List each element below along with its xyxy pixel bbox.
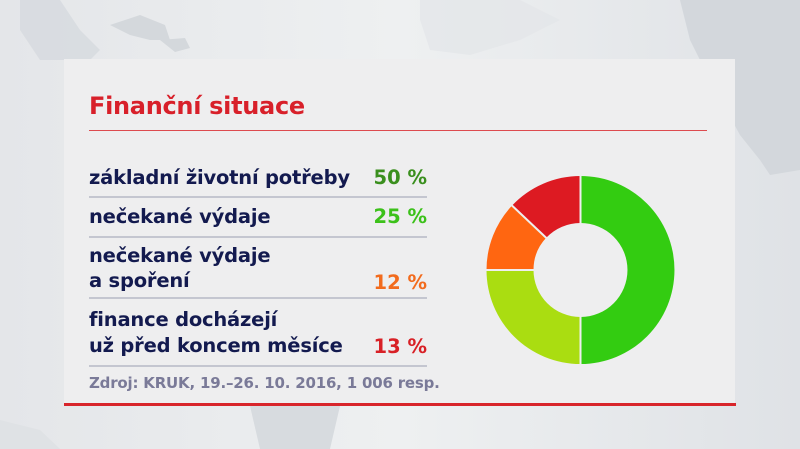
source-note: Zdroj: KRUK, 19.–26. 10. 2016, 1 006 res… xyxy=(89,374,440,392)
row-value-unexpected-and-savings: 12 % xyxy=(373,271,427,294)
donut-segment-basic-needs xyxy=(580,176,675,364)
row-label-unexpected-and-savings-line1: nečekané výdaje xyxy=(89,244,271,267)
row-divider xyxy=(89,297,427,299)
row-value-unexpected-expenses: 25 % xyxy=(373,205,427,228)
row-label-run-out-of-money-line2: už před koncem měsíce xyxy=(89,334,343,357)
row-label-run-out-of-money-line1: finance docházejí xyxy=(89,308,278,331)
row-label-unexpected-and-savings-line2: a spoření xyxy=(89,269,190,292)
donut-segment-unexpected-expenses xyxy=(486,270,581,364)
chart-title: Finanční situace xyxy=(89,92,305,120)
donut-chart xyxy=(485,175,675,365)
row-divider xyxy=(89,236,427,238)
row-value-run-out-of-money: 13 % xyxy=(373,335,427,358)
row-label-basic-needs: základní životní potřeby xyxy=(89,166,350,189)
row-value-basic-needs: 50 % xyxy=(373,166,427,189)
row-divider xyxy=(89,196,427,198)
row-label-unexpected-expenses: nečekané výdaje xyxy=(89,205,271,228)
title-underline xyxy=(89,130,707,131)
row-divider xyxy=(89,365,427,367)
donut-segment-unexpected-and-savings xyxy=(486,205,547,270)
panel-bottom-rule xyxy=(64,403,736,406)
donut-segment-run-out-of-money xyxy=(512,176,581,238)
